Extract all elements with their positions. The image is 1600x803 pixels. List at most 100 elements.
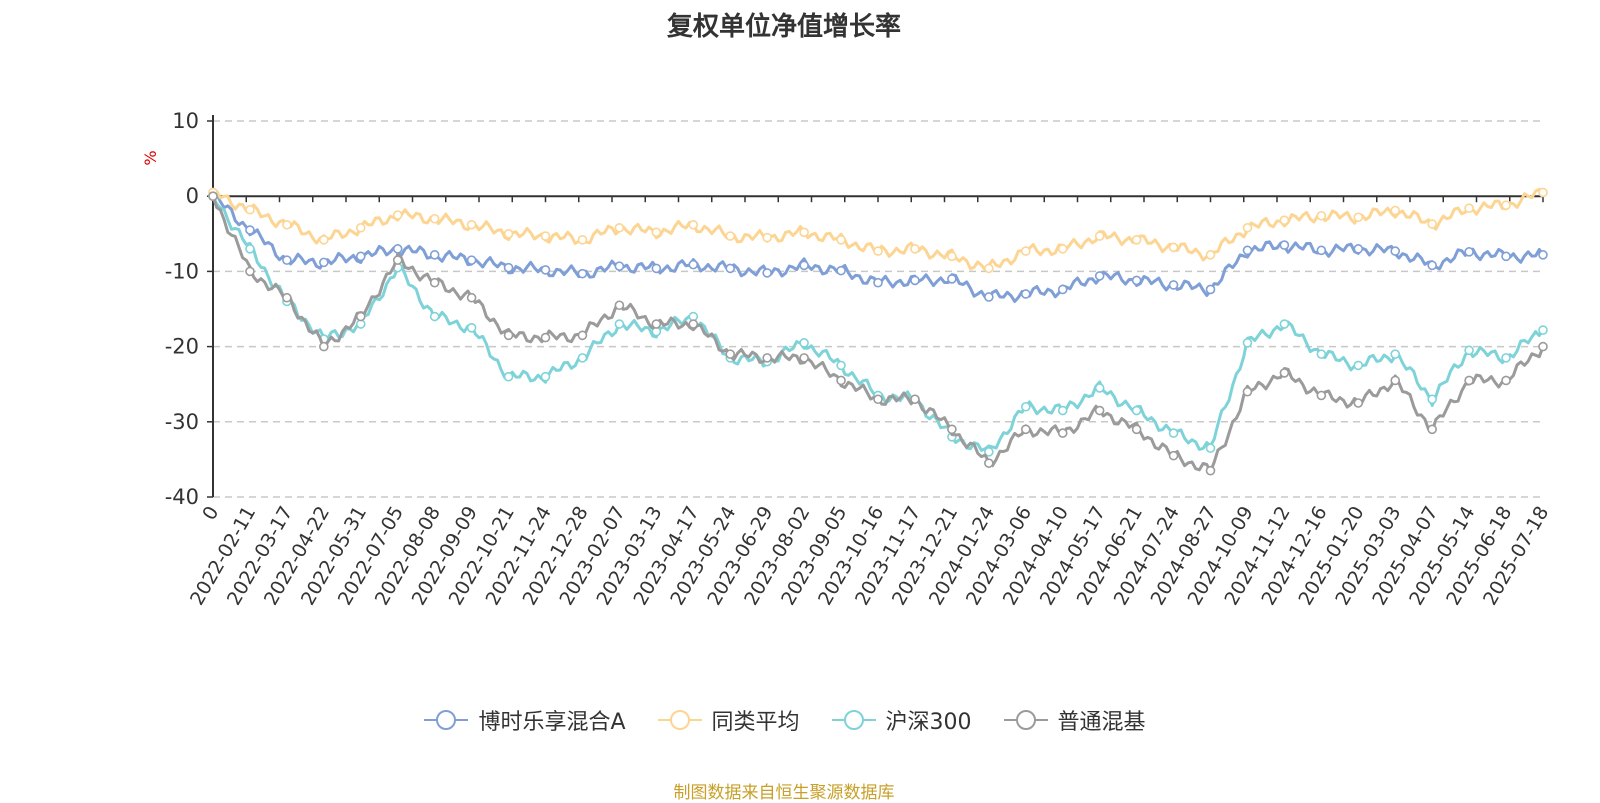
series-1 [208, 187, 1548, 274]
data-point [392, 255, 403, 265]
data-point [208, 191, 218, 201]
legend-item[interactable]: 同类平均 [656, 704, 800, 736]
data-point [762, 353, 772, 363]
data-point [1020, 401, 1031, 412]
data-point [245, 204, 255, 215]
data-point [540, 231, 551, 241]
data-point [725, 349, 736, 359]
data-point [799, 260, 809, 271]
data-point [1279, 368, 1290, 378]
data-point [355, 311, 366, 322]
series-3 [208, 191, 1548, 476]
data-point [984, 263, 994, 274]
data-point [947, 424, 957, 435]
series-0 [208, 191, 1548, 303]
data-point [1279, 319, 1290, 329]
data-point [688, 259, 699, 270]
data-point [1501, 200, 1511, 211]
data-point [466, 322, 477, 333]
data-point [1131, 405, 1142, 416]
data-point [1390, 246, 1401, 256]
legend: 博时乐享混合A 同类平均 沪深300 普通混基 [0, 704, 1568, 736]
data-point [873, 277, 883, 288]
data-point [1094, 231, 1105, 241]
data-point [1501, 251, 1511, 262]
data-point [614, 300, 625, 311]
data-point [762, 232, 772, 243]
data-point [1390, 375, 1401, 386]
data-point [1464, 247, 1474, 257]
data-point [836, 265, 846, 276]
data-point [651, 263, 662, 274]
data-point [1168, 280, 1179, 290]
data-point [429, 213, 440, 224]
data-point [1242, 222, 1253, 233]
data-point [799, 353, 809, 363]
data-point [910, 394, 920, 405]
data-point [1057, 244, 1068, 254]
data-point [1316, 210, 1327, 221]
data-point [429, 277, 440, 288]
data-point [984, 292, 994, 302]
y-tick-label: 0 [186, 184, 199, 208]
data-point [1131, 275, 1142, 286]
data-point [466, 219, 477, 230]
grid-layer [213, 120, 1543, 498]
data-point [1205, 250, 1216, 260]
y-tick-label: -20 [165, 335, 199, 359]
data-point [836, 375, 846, 386]
data-point [540, 371, 551, 382]
data-point [577, 235, 588, 245]
y-tick-label: -40 [165, 485, 199, 509]
data-point [466, 292, 477, 303]
data-point [1390, 205, 1401, 216]
series-line [211, 195, 1545, 474]
data-point [1538, 250, 1548, 260]
data-point [799, 338, 809, 348]
data-point [1242, 386, 1253, 397]
x-tick-label: 0 [198, 503, 223, 524]
data-point [910, 275, 920, 286]
legend-item[interactable]: 沪深300 [830, 704, 972, 736]
circle-line-icon [657, 710, 702, 730]
data-point [614, 261, 625, 271]
data-point [1538, 187, 1548, 198]
data-point [1279, 240, 1290, 250]
legend-item[interactable]: 博时乐享混合A [422, 704, 626, 736]
legend-label: 沪深300 [885, 710, 972, 735]
data-point [799, 227, 809, 238]
y-tick-label: -10 [165, 259, 199, 283]
data-point [873, 394, 883, 405]
data-point [392, 210, 403, 220]
data-point [1168, 428, 1179, 438]
circle-line-icon [424, 710, 469, 730]
y-tick-label: -30 [165, 410, 199, 434]
data-point [1020, 289, 1031, 299]
data-point [1427, 424, 1437, 435]
data-point [1316, 245, 1327, 256]
data-point [577, 330, 588, 341]
data-point [836, 235, 846, 245]
data-point [319, 257, 329, 268]
data-point [540, 332, 551, 343]
data-point [1353, 398, 1364, 408]
series-line [211, 195, 1545, 452]
source-note: 制图数据来自恒生聚源数据库 [673, 783, 895, 803]
data-point [429, 311, 440, 322]
data-point [1427, 219, 1437, 229]
data-point [577, 268, 588, 279]
data-point [947, 274, 957, 284]
data-point [1427, 260, 1437, 271]
legend-label: 普通混基 [1057, 710, 1146, 735]
data-point [1057, 284, 1068, 295]
data-point [688, 319, 699, 329]
data-point [1020, 424, 1031, 435]
data-point [947, 251, 957, 262]
data-point [762, 268, 772, 278]
data-point [540, 265, 551, 275]
data-point [873, 246, 883, 256]
data-point [1205, 443, 1216, 453]
data-point [651, 227, 662, 238]
legend-item[interactable]: 普通混基 [1002, 704, 1146, 736]
chart-title: 复权单位净值增长率 [666, 12, 901, 42]
